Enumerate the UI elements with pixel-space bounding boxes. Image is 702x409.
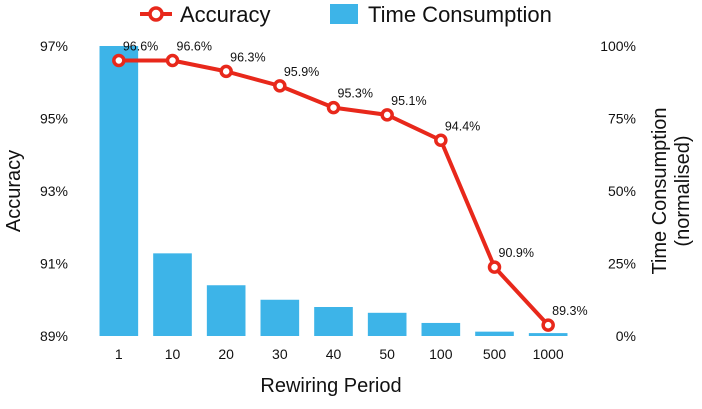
right-tick-label-0: 100%	[600, 38, 636, 54]
accuracy-data-label-0: 96.6%	[123, 40, 158, 54]
time-bar-2	[206, 285, 246, 336]
x-tick-label-6: 100	[429, 346, 453, 362]
accuracy-point-4	[326, 100, 341, 115]
accuracy-data-label-3: 95.9%	[284, 65, 319, 79]
accuracy-data-labels: 96.6% 96.6% 96.3% 95.9% 95.3% 95.1% 94.4% 90.9%…	[123, 40, 588, 319]
accuracy-point-6	[434, 133, 448, 147]
right-tick-label-3: 25%	[608, 256, 636, 272]
accuracy-data-label-8: 89.3%	[552, 304, 587, 318]
legend-time-label: Time Consumption	[368, 2, 552, 27]
time-bar-5	[367, 312, 407, 336]
x-tick-label-4: 40	[326, 346, 342, 362]
x-tick-label-2: 20	[218, 346, 234, 362]
accuracy-data-label-5: 95.1%	[391, 94, 426, 108]
left-tick-label-2: 93%	[40, 183, 68, 199]
accuracy-data-label-6: 94.4%	[445, 119, 480, 133]
x-tick-label-5: 50	[379, 346, 395, 362]
legend-accuracy-marker	[148, 6, 164, 22]
right-axis-subtitle: (normalised)	[672, 135, 694, 246]
right-tick-label-4: 0%	[616, 328, 636, 344]
legend: Accuracy Time Consumption	[140, 2, 552, 27]
x-axis-ticks: 1 10 20 30 40 50 100 500 1000	[115, 346, 564, 362]
x-tick-label-7: 500	[483, 346, 507, 362]
time-bars	[99, 46, 568, 336]
right-axis-ticks: 100% 75% 50% 25% 0%	[600, 38, 636, 344]
time-bar-7	[475, 331, 514, 336]
time-bar-3	[260, 299, 300, 336]
left-tick-label-1: 95%	[40, 111, 68, 127]
accuracy-data-label-4: 95.3%	[338, 87, 373, 101]
accuracy-point-5	[380, 108, 394, 122]
right-tick-label-1: 75%	[608, 111, 636, 127]
time-bar-0	[99, 46, 139, 336]
accuracy-data-label-1: 96.6%	[177, 40, 212, 54]
left-tick-label-0: 97%	[40, 38, 68, 54]
accuracy-point-8	[541, 318, 555, 332]
accuracy-data-label-2: 96.3%	[230, 50, 265, 64]
left-tick-label-3: 91%	[40, 256, 68, 272]
x-axis-title: Rewiring Period	[260, 375, 401, 397]
x-tick-label-0: 1	[115, 346, 123, 362]
accuracy-point-0	[112, 53, 126, 68]
left-axis-title: Accuracy	[3, 150, 25, 232]
time-bar-1	[153, 253, 192, 336]
left-axis-ticks: 97% 95% 93% 91% 89%	[40, 38, 68, 344]
x-tick-label-1: 10	[165, 346, 181, 362]
x-tick-label-3: 30	[272, 346, 288, 362]
legend-accuracy-label: Accuracy	[180, 2, 270, 27]
accuracy-point-1	[165, 53, 180, 68]
accuracy-point-3	[273, 79, 287, 93]
legend-time-swatch	[330, 4, 358, 24]
left-tick-label-4: 89%	[40, 328, 68, 344]
accuracy-data-label-7: 90.9%	[499, 246, 534, 260]
right-axis-title: Time Consumption	[649, 107, 671, 274]
time-bar-4	[314, 307, 353, 336]
accuracy-point-2	[219, 64, 233, 79]
time-bar-8	[528, 333, 568, 336]
right-tick-label-2: 50%	[608, 183, 636, 199]
accuracy-points	[112, 53, 555, 332]
accuracy-point-7	[487, 260, 502, 274]
x-tick-label-8: 1000	[533, 346, 564, 362]
time-bar-6	[421, 322, 461, 336]
